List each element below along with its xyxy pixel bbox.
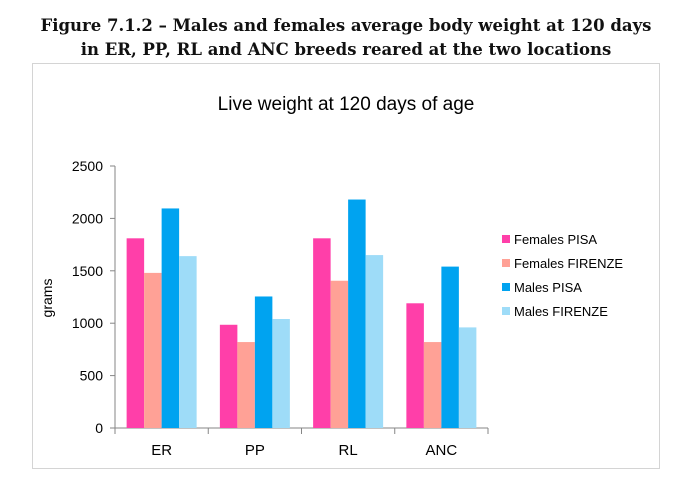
y-tick-label: 2500 — [72, 158, 103, 174]
x-tick-label: ER — [151, 442, 172, 459]
y-tick-label: 2000 — [72, 210, 103, 226]
x-tick-label: ANC — [426, 442, 458, 459]
y-tick-label: 1000 — [72, 315, 103, 331]
bar — [423, 342, 442, 428]
bar — [348, 199, 366, 428]
bar — [406, 303, 424, 428]
bar — [126, 238, 145, 428]
bar — [272, 319, 290, 428]
figure-caption-line-1: Figure 7.1.2 – Males and females average… — [40, 16, 652, 35]
legend-label: Females PISA — [514, 232, 597, 247]
bar — [237, 342, 255, 428]
legend-swatch — [502, 283, 510, 291]
bar — [179, 256, 197, 428]
bar — [330, 280, 349, 428]
chart-title: Live weight at 120 days of age — [218, 94, 475, 115]
legend-label: Males PISA — [514, 280, 582, 295]
y-tick-label: 500 — [80, 368, 104, 384]
y-tick-label: 0 — [95, 420, 103, 436]
bar — [144, 272, 162, 428]
bar — [313, 238, 331, 428]
legend-label: Females FIRENZE — [514, 256, 623, 271]
bar — [365, 255, 384, 428]
legend-swatch — [502, 235, 510, 243]
figure-caption-line-2: in ER, PP, RL and ANC breeds reared at t… — [80, 40, 612, 59]
figure-caption: Figure 7.1.2 – Males and females average… — [0, 14, 692, 62]
legend: Females PISA Females FIRENZE Males PISA Mal… — [502, 232, 623, 319]
y-axis-label: grams — [39, 279, 55, 318]
bar — [458, 327, 477, 428]
y-tick-label: 1500 — [72, 263, 103, 279]
y-axis: 0 500 1000 1500 2000 2500 — [72, 158, 116, 436]
bar — [441, 266, 459, 428]
bar — [254, 296, 273, 428]
x-tick-label: RL — [339, 442, 358, 459]
x-axis: ER PP RL ANC — [114, 427, 489, 459]
bars — [126, 199, 477, 428]
legend-label: Males FIRENZE — [514, 304, 608, 319]
x-tick-label: PP — [245, 442, 265, 459]
bar — [219, 324, 238, 428]
bar — [161, 208, 180, 428]
legend-swatch — [502, 259, 510, 267]
legend-swatch — [502, 307, 510, 315]
